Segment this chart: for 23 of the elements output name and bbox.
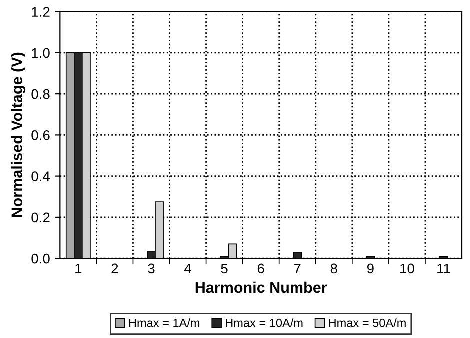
x-tick-label: 11 <box>438 264 450 274</box>
x-tick-label: 4 <box>184 264 192 274</box>
x-tick-label: 10 <box>400 264 414 274</box>
y-tick-label: 0.0 <box>32 254 50 264</box>
x-tick-label: 9 <box>367 264 374 274</box>
y-axis-title: Normalised Voltage (V) <box>11 52 26 218</box>
x-tick-label: 1 <box>76 264 82 274</box>
y-tick-label: 0.4 <box>32 172 50 182</box>
x-tick-label: 3 <box>148 264 155 274</box>
x-tick-label: 8 <box>330 264 338 274</box>
x-tick-label: 6 <box>258 264 264 274</box>
y-tick-label: 0.8 <box>32 89 50 100</box>
legend-label: Hmax = 1A/m <box>129 318 200 328</box>
x-axis-title: Harmonic Number <box>196 282 328 294</box>
y-tick-label: 0.2 <box>32 212 50 223</box>
y-tick-label: 0.6 <box>32 130 50 140</box>
y-tick-label: 1.2 <box>32 7 50 17</box>
x-tick-label: 2 <box>112 264 118 274</box>
x-tick-label: 5 <box>221 264 228 274</box>
y-tick-label: 1.0 <box>32 48 50 58</box>
legend-label: Hmax = 10A/m <box>226 318 303 328</box>
x-tick-label: 7 <box>294 264 301 274</box>
legend-label: Hmax = 50A/m <box>329 318 406 328</box>
